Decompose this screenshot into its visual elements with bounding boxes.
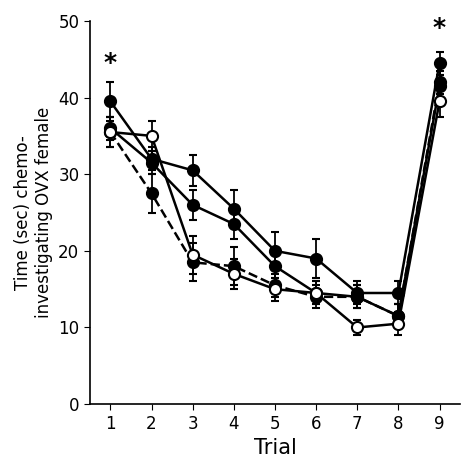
Y-axis label: Time (sec) chemo-
investigating OVX female: Time (sec) chemo- investigating OVX fema… — [14, 107, 53, 318]
Text: *: * — [433, 16, 446, 40]
Text: *: * — [104, 51, 117, 75]
X-axis label: Trial: Trial — [254, 438, 296, 458]
